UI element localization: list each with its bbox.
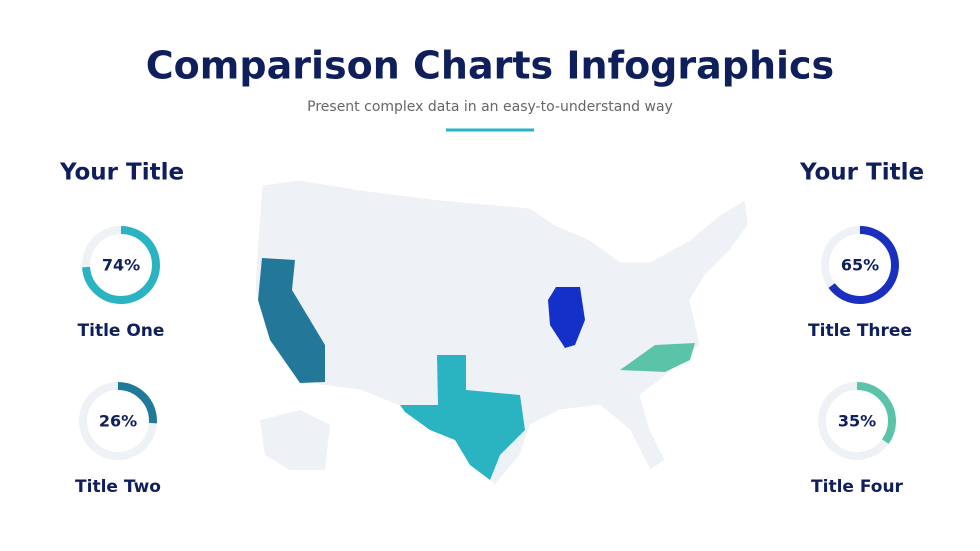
gauge-label: Title Four [811,477,904,497]
gauge-value: 65% [841,256,879,275]
title: Comparison Charts Infographics [146,44,834,88]
north-carolina [620,343,695,372]
us-map [254,179,749,486]
map-outline [254,179,749,486]
alaska [260,410,330,470]
gauge-label: Title Three [808,321,912,341]
illinois [548,287,585,348]
gauge-arc [821,226,899,304]
gauge-value: 26% [99,412,137,431]
gauge-value: 74% [102,256,140,275]
panel-title: Your Title [59,160,184,186]
gauge-value: 35% [838,412,876,431]
panel-title: Your Title [799,160,924,186]
gauge-arc [79,382,157,460]
gauge-label: Title Two [75,477,161,497]
california [258,258,325,383]
subtitle: Present complex data in an easy-to-under… [307,99,673,115]
gauge-arc [818,382,896,460]
gauge-arc [82,226,160,304]
texas [400,355,525,480]
gauge-label: Title One [78,321,165,341]
